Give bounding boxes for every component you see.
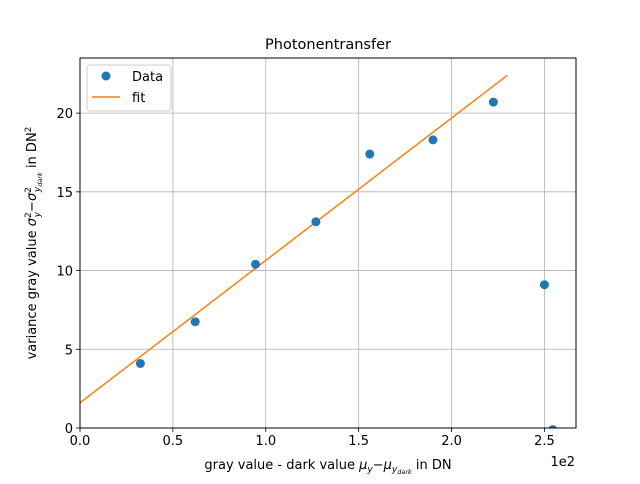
y-axis-label-main: variance gray value — [25, 226, 40, 359]
plot-area — [80, 58, 576, 428]
y-axis-label: variance gray value σ2y−σ2ydark in DN2 — [24, 127, 44, 360]
x-axis-label-mu-dark: μ — [383, 458, 392, 473]
data-point — [428, 135, 438, 145]
fit-line — [80, 74, 508, 404]
x-axis-label-mu: μ — [358, 458, 367, 473]
x-axis-multiplier: 1e2 — [550, 455, 575, 470]
y-axis-label-unit: in DN — [25, 132, 40, 172]
legend-data-label: Data — [132, 70, 163, 85]
x-axis-label-sub-dark: dark — [397, 468, 412, 476]
y-tick-label: 15 — [56, 186, 73, 201]
x-axis-label-minus: − — [373, 458, 384, 473]
plot-frame — [79, 57, 577, 429]
data-point — [135, 358, 145, 368]
legend: Data fit — [86, 64, 172, 112]
data-point — [548, 425, 557, 428]
x-tick-label: 0.5 — [163, 434, 184, 449]
x-axis-label-sub-dark-y: y — [391, 465, 398, 475]
x-axis-label: gray value - dark value μy−μydark in DN — [204, 458, 451, 476]
y-tick-label: 10 — [56, 265, 73, 280]
x-tick-label: 0.0 — [70, 434, 91, 449]
y-axis-label-minus: − — [25, 201, 40, 212]
chart-title: Photonentransfer — [265, 37, 391, 53]
y-tick-label: 20 — [56, 107, 73, 122]
data-point — [488, 97, 498, 107]
y-axis-label-sup-dark: 2 — [24, 187, 34, 193]
y-axis-label-sub-y: y — [33, 211, 43, 218]
y-axis-label-sup: 2 — [24, 212, 34, 218]
data-point — [190, 317, 200, 327]
x-tick-label: 2.5 — [534, 434, 555, 449]
data-point — [365, 149, 375, 159]
series-layer — [80, 74, 557, 428]
y-tick-label: 5 — [65, 343, 73, 358]
legend-data-marker — [101, 71, 111, 81]
y-axis-label-sigma-dark: σ — [25, 192, 40, 201]
x-tick-label: 1.5 — [348, 434, 369, 449]
y-axis-label-unit-sup: 2 — [24, 127, 34, 133]
data-point — [539, 280, 549, 290]
y-axis-ticks: 0 5 10 15 20 — [56, 107, 80, 437]
y-axis-label-sub-dark-y: y — [33, 186, 43, 193]
x-axis-ticks: 0.0 0.5 1.0 1.5 2.0 2.5 — [70, 428, 555, 449]
data-point — [311, 217, 321, 227]
x-axis-label-sub-y: y — [366, 465, 373, 475]
x-tick-label: 1.0 — [255, 434, 276, 449]
x-axis-label-unit: in DN — [412, 458, 452, 473]
x-axis-label-main: gray value - dark value — [204, 458, 359, 473]
y-axis-label-sigma: σ — [25, 217, 40, 226]
x-tick-label: 2.0 — [441, 434, 462, 449]
legend-fit-label: fit — [132, 91, 145, 106]
y-axis-label-sub-dark: dark — [36, 172, 44, 187]
y-tick-label: 0 — [65, 422, 73, 437]
data-point — [251, 259, 261, 269]
